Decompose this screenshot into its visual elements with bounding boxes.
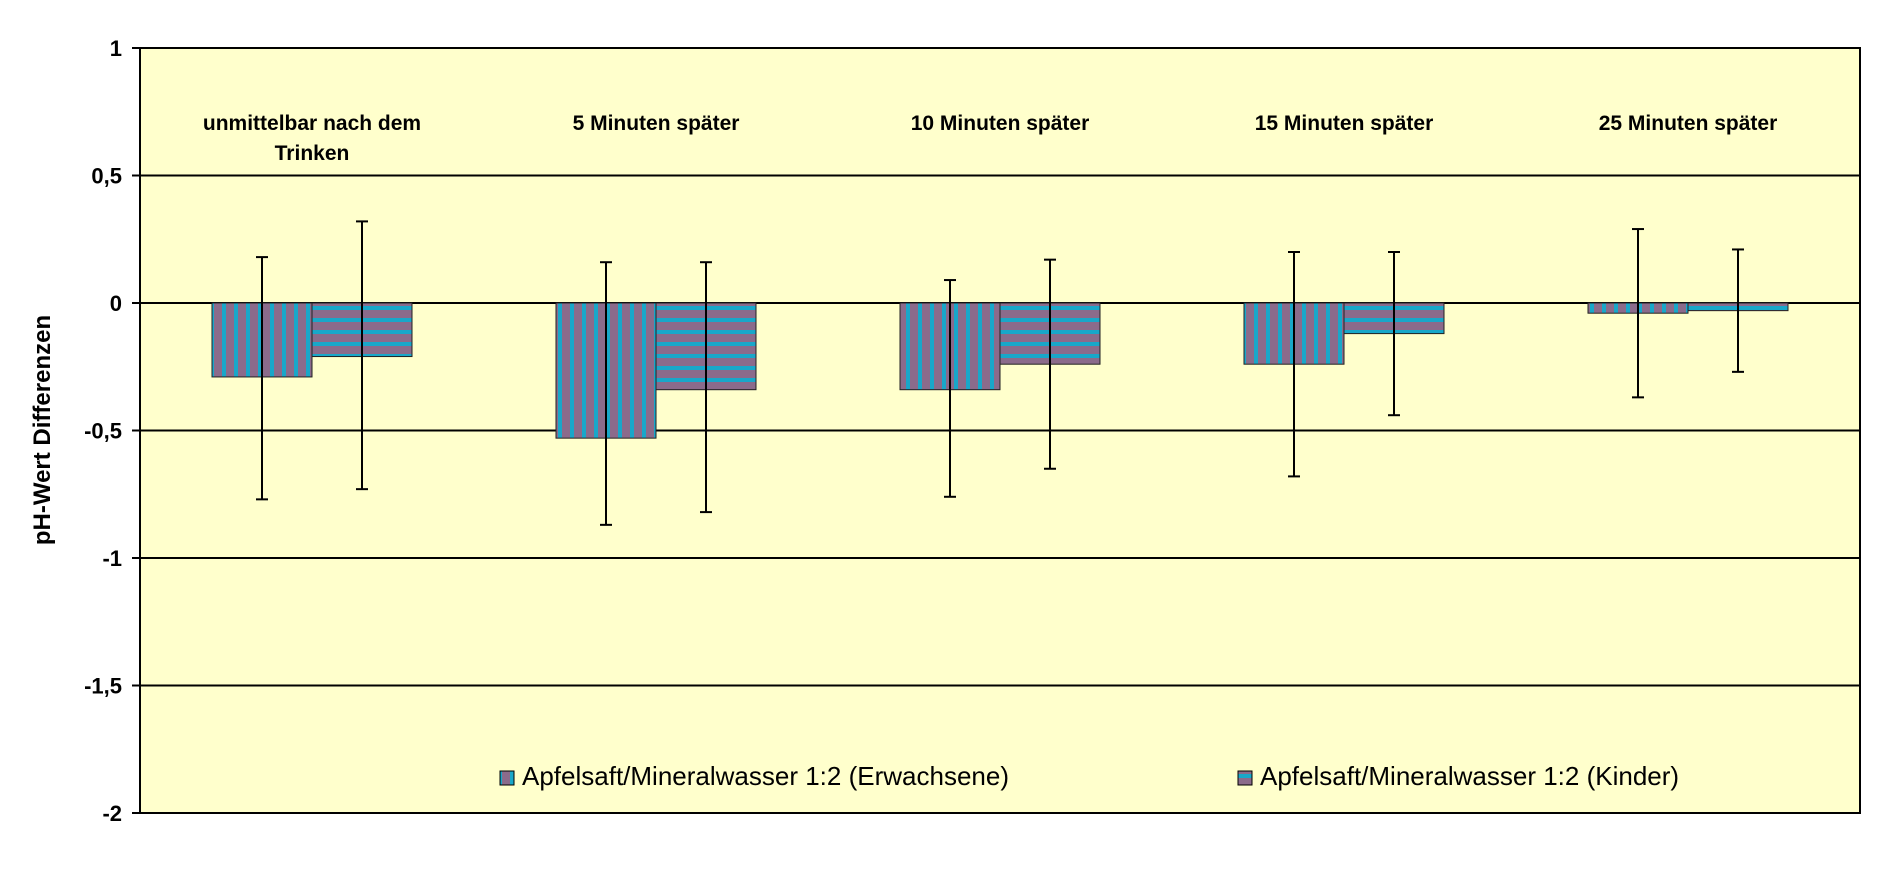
category-label: unmittelbar nach dem Trinken [203, 112, 421, 165]
y-tick-label: 1 [110, 36, 122, 61]
category-label: 10 Minuten später [911, 112, 1090, 135]
category-label: 15 Minuten später [1255, 112, 1434, 135]
y-tick-label: 0 [110, 291, 122, 316]
y-tick-label: -1 [102, 546, 122, 571]
y-tick-label: 0,5 [91, 164, 122, 189]
category-label: 5 Minuten später [573, 112, 740, 135]
category-label: 25 Minuten später [1599, 112, 1778, 135]
y-tick-label: -2 [102, 801, 122, 826]
legend-label-1: Apfelsaft/Mineralwasser 1:2 (Erwachsene) [522, 761, 1009, 791]
y-tick-label: -0,5 [84, 419, 122, 444]
legend-swatch-1 [499, 770, 515, 786]
legend: Apfelsaft/Mineralwasser 1:2 (Erwachsene)… [499, 761, 1679, 791]
y-axis-label: pH-Wert Differenzen [29, 315, 56, 545]
y-tick-label: -1,5 [84, 674, 122, 699]
legend-label-2: Apfelsaft/Mineralwasser 1:2 (Kinder) [1260, 761, 1679, 791]
legend-swatch-2 [1237, 770, 1253, 786]
